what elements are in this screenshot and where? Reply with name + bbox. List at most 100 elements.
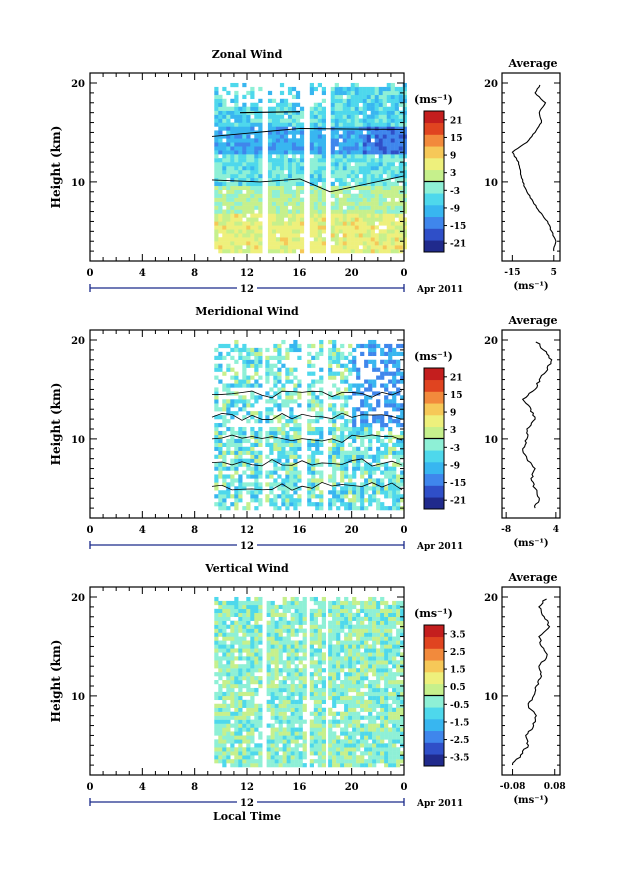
heatmap-cell: [242, 237, 247, 242]
heatmap-cell: [360, 660, 365, 665]
heatmap-cell: [384, 446, 389, 451]
heatmap-cell: [269, 355, 274, 360]
heatmap-cell: [238, 699, 243, 704]
heatmap-cell: [372, 620, 377, 625]
heatmap-cell: [302, 747, 307, 752]
heatmap-cell: [402, 98, 407, 103]
heatmap-cell: [278, 660, 283, 665]
heatmap-cell: [380, 644, 385, 649]
heatmap-cell: [270, 735, 275, 740]
heatmap-cell: [222, 628, 227, 633]
heatmap-cell: [390, 185, 395, 190]
heatmap-cell: [226, 719, 231, 724]
heatmap-cell: [258, 166, 263, 171]
heatmap-cell: [230, 415, 235, 420]
heatmap-cell: [214, 193, 219, 198]
heatmap-cell: [250, 755, 255, 760]
heatmap-cell: [258, 438, 263, 444]
heatmap-cell: [246, 379, 251, 384]
heatmap-cell: [250, 751, 255, 756]
heatmap-cell: [358, 237, 363, 242]
heatmap-cell: [270, 731, 275, 736]
heatmap-cell: [376, 636, 381, 641]
heatmap-cell: [384, 351, 389, 357]
heatmap-cell: [242, 719, 247, 724]
heatmap-cell: [340, 466, 345, 471]
heatmap-cell: [274, 743, 279, 748]
heatmap-cell: [370, 237, 375, 242]
x-tick-label: 0: [401, 268, 408, 279]
heatmap-cell: [362, 177, 367, 183]
heatmap-cell: [362, 225, 367, 230]
heatmap-cell: [271, 213, 277, 218]
heatmap-cell: [313, 249, 318, 254]
heatmap-cell: [313, 114, 318, 119]
heatmap-cell: [340, 490, 345, 495]
heatmap-cell: [382, 130, 387, 135]
heatmap-cell: [352, 367, 357, 372]
heatmap-cell: [370, 118, 375, 123]
heatmap-cell: [358, 189, 363, 194]
heatmap-cell: [246, 482, 251, 487]
heatmap-cell: [372, 494, 377, 499]
heatmap-cell: [230, 494, 235, 499]
heatmap-cell: [254, 197, 259, 202]
heatmap-cell: [352, 502, 357, 507]
heatmap-cell: [302, 636, 307, 641]
heatmap-cell: [374, 98, 379, 103]
heatmap-cell: [342, 189, 347, 194]
heatmap-cell: [348, 624, 353, 629]
heatmap-cell: [250, 177, 255, 183]
heatmap-cell: [354, 138, 359, 143]
heatmap-cell: [352, 450, 357, 455]
heatmap-cell: [222, 743, 227, 748]
heatmap-cell: [342, 213, 347, 218]
heatmap-cell: [242, 430, 247, 436]
heatmap-cell: [346, 193, 351, 198]
heatmap-cell: [348, 458, 353, 463]
heatmap-cell: [328, 359, 333, 364]
heatmap-cell: [279, 98, 285, 103]
heatmap-cell: [372, 660, 377, 665]
heatmap-cell: [270, 683, 275, 689]
heatmap-cell: [354, 221, 359, 226]
heatmap-cell: [342, 154, 347, 159]
heatmap-cell: [328, 450, 333, 455]
heatmap-cell: [254, 727, 259, 732]
heatmap-cell: [238, 739, 243, 744]
heatmap-cell: [344, 687, 349, 693]
heatmap-cell: [302, 664, 307, 669]
heatmap-cell: [299, 225, 305, 230]
heatmap-cell: [283, 110, 289, 115]
heatmap-cell: [321, 743, 326, 748]
heatmap-cell: [222, 173, 227, 179]
heatmap-cell: [295, 205, 301, 210]
heatmap-cell: [340, 644, 345, 649]
heatmap-cell: [350, 94, 355, 100]
heatmap-cell: [234, 494, 239, 499]
heatmap-cell: [250, 189, 255, 194]
heatmap-cell: [382, 233, 387, 238]
heatmap-cell: [366, 189, 371, 194]
heatmap-cell: [317, 110, 322, 115]
heatmap-cell: [289, 395, 294, 400]
heatmap-cell: [372, 687, 377, 693]
heatmap-cell: [370, 201, 375, 206]
heatmap-cell: [226, 118, 231, 123]
heatmap-cell: [346, 201, 351, 206]
heatmap-cell: [376, 450, 381, 455]
heatmap-cell: [230, 683, 235, 689]
heatmap-cell: [309, 691, 314, 697]
heatmap-cell: [372, 604, 377, 610]
heatmap-cell: [294, 604, 299, 610]
heatmap-cell: [290, 660, 295, 665]
heatmap-cell: [390, 102, 395, 107]
heatmap-cell: [291, 142, 297, 147]
heatmap-cell: [234, 209, 239, 214]
heatmap-cell: [348, 434, 353, 440]
heatmap-cell: [388, 466, 393, 471]
heatmap-cell: [287, 209, 293, 214]
heatmap-cell: [350, 173, 355, 179]
heatmap-cell: [317, 177, 322, 183]
heatmap-cell: [299, 134, 305, 139]
